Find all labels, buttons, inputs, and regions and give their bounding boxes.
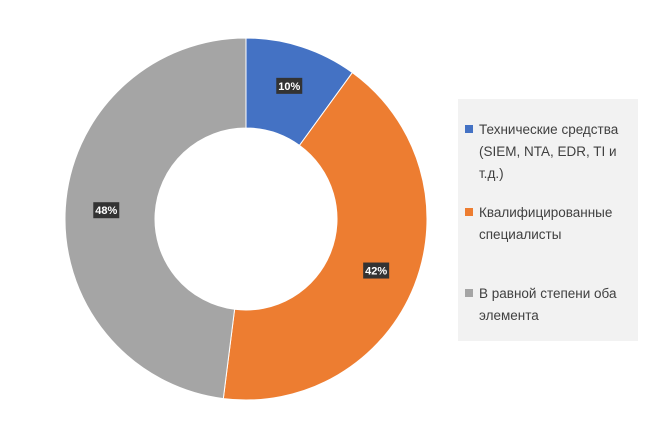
data-label-text: 48% bbox=[95, 205, 117, 217]
data-label-text: 42% bbox=[365, 266, 387, 278]
data-label-1: 42% bbox=[363, 262, 390, 279]
legend-swatch-blue bbox=[465, 125, 473, 133]
chart-legend: Технические средства (SIEM, NTA, EDR, TI… bbox=[458, 99, 638, 341]
data-label-text: 10% bbox=[278, 81, 300, 93]
data-labels: 10% 42% 48% bbox=[93, 77, 390, 279]
legend-label: Технические средства (SIEM, NTA, EDR, TI… bbox=[479, 122, 619, 181]
legend-swatch-orange bbox=[465, 208, 473, 216]
data-label-0: 10% bbox=[276, 77, 303, 94]
legend-item-technical-tools: Технические средства (SIEM, NTA, EDR, TI… bbox=[465, 119, 640, 185]
legend-label: В равной степени оба элемента bbox=[479, 286, 617, 323]
legend-item-specialists: Квалифицированные специалисты bbox=[465, 202, 640, 246]
legend-label: Квалифицированные специалисты bbox=[479, 205, 613, 242]
donut-slice-2 bbox=[64, 37, 247, 400]
data-label-box bbox=[363, 262, 390, 279]
legend-swatch-gray bbox=[465, 289, 473, 297]
donut-slice-1 bbox=[222, 71, 428, 401]
data-label-box bbox=[93, 202, 120, 219]
donut-slices bbox=[64, 37, 428, 401]
data-label-box bbox=[276, 77, 303, 94]
legend-item-both: В равной степени оба элемента bbox=[465, 283, 640, 327]
data-label-2: 48% bbox=[93, 202, 120, 219]
